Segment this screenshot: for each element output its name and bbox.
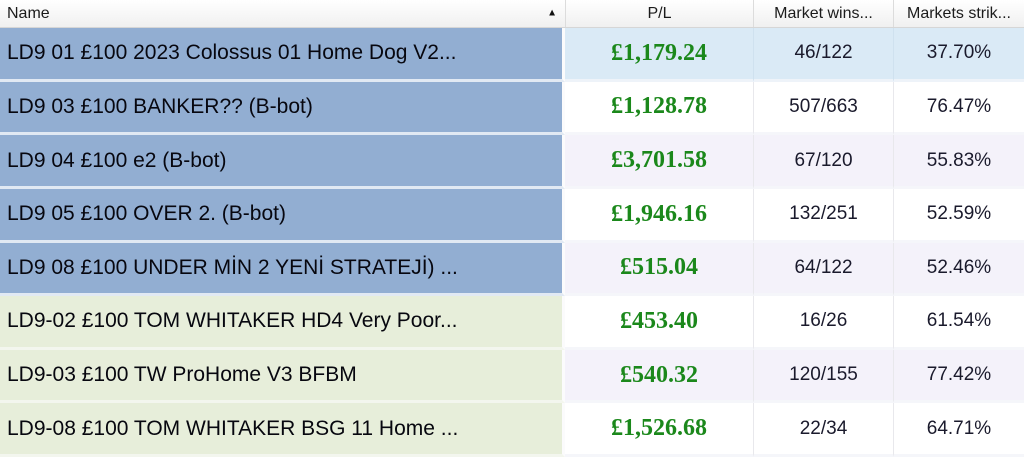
table-row[interactable]: LD9 05 £100 OVER 2. (B-bot) £1,946.16 13… <box>0 188 1024 243</box>
pl-cell: £1,128.78 <box>565 81 753 136</box>
pl-cell: £3,701.58 <box>565 135 753 189</box>
markets-strike-cell: 61.54% <box>893 296 1024 350</box>
table-row[interactable]: LD9-03 £100 TW ProHome V3 BFBM £540.32 1… <box>0 349 1024 404</box>
pl-cell: £1,946.16 <box>565 188 753 243</box>
market-wins-cell: 22/34 <box>753 403 893 457</box>
table-row[interactable]: LD9-08 £100 TOM WHITAKER BSG 11 Home ...… <box>0 403 1024 457</box>
market-wins-cell: 507/663 <box>753 81 893 136</box>
sort-ascending-icon: ▲ <box>547 7 557 19</box>
column-header-name[interactable]: Name ▲ <box>0 0 565 27</box>
pl-cell: £1,179.24 <box>565 28 753 82</box>
strategy-name-cell: LD9-02 £100 TOM WHITAKER HD4 Very Poor..… <box>0 296 565 350</box>
column-header-market-wins[interactable]: Market wins... <box>753 0 893 27</box>
strategy-name-cell: LD9 03 £100 BANKER?? (B-bot) <box>0 81 565 136</box>
strategy-name-cell: LD9 04 £100 e2 (B-bot) <box>0 135 565 189</box>
column-header-name-label: Name <box>7 4 50 22</box>
table-header-row: Name ▲ P/L Market wins... Markets strik.… <box>0 0 1024 28</box>
markets-strike-cell: 52.59% <box>893 188 1024 243</box>
column-header-markets-strike-label: Markets strik... <box>906 4 1011 22</box>
table-row[interactable]: LD9 08 £100 UNDER MİN 2 YENİ STRATEJİ) .… <box>0 242 1024 297</box>
pl-cell: £1,526.68 <box>565 403 753 457</box>
markets-strike-cell: 64.71% <box>893 403 1024 457</box>
table-row[interactable]: LD9 01 £100 2023 Colossus 01 Home Dog V2… <box>0 28 1024 82</box>
market-wins-cell: 67/120 <box>753 135 893 189</box>
market-wins-cell: 16/26 <box>753 296 893 350</box>
strategy-name-cell: LD9 05 £100 OVER 2. (B-bot) <box>0 188 565 243</box>
table-row[interactable]: LD9 03 £100 BANKER?? (B-bot) £1,128.78 5… <box>0 81 1024 136</box>
strategy-name-cell: LD9-08 £100 TOM WHITAKER BSG 11 Home ... <box>0 403 565 457</box>
column-header-markets-strike[interactable]: Markets strik... <box>893 0 1024 27</box>
pl-cell: £453.40 <box>565 296 753 350</box>
column-header-market-wins-label: Market wins... <box>774 4 873 22</box>
markets-strike-cell: 52.46% <box>893 242 1024 297</box>
market-wins-cell: 46/122 <box>753 28 893 82</box>
pl-cell: £515.04 <box>565 242 753 297</box>
column-header-pl[interactable]: P/L <box>565 0 753 27</box>
strategy-name-cell: LD9 08 £100 UNDER MİN 2 YENİ STRATEJİ) .… <box>0 242 565 297</box>
markets-strike-cell: 37.70% <box>893 28 1024 82</box>
market-wins-cell: 132/251 <box>753 188 893 243</box>
markets-strike-cell: 76.47% <box>893 81 1024 136</box>
strategy-name-cell: LD9-03 £100 TW ProHome V3 BFBM <box>0 349 565 404</box>
table-body: LD9 01 £100 2023 Colossus 01 Home Dog V2… <box>0 28 1024 457</box>
market-wins-cell: 120/155 <box>753 349 893 404</box>
column-header-pl-label: P/L <box>647 4 672 22</box>
table-row[interactable]: LD9-02 £100 TOM WHITAKER HD4 Very Poor..… <box>0 296 1024 350</box>
table-row[interactable]: LD9 04 £100 e2 (B-bot) £3,701.58 67/120 … <box>0 135 1024 189</box>
market-wins-cell: 64/122 <box>753 242 893 297</box>
markets-strike-cell: 55.83% <box>893 135 1024 189</box>
pl-cell: £540.32 <box>565 349 753 404</box>
markets-strike-cell: 77.42% <box>893 349 1024 404</box>
strategy-name-cell: LD9 01 £100 2023 Colossus 01 Home Dog V2… <box>0 28 565 82</box>
